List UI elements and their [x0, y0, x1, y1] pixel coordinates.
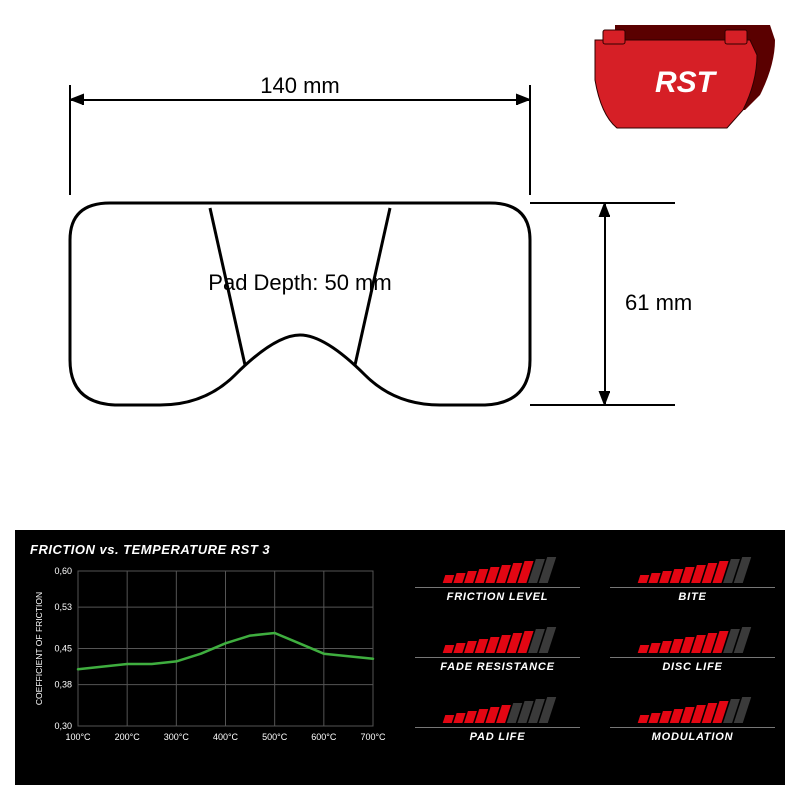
svg-text:0,60: 0,60: [54, 566, 72, 576]
gauge: FRICTION LEVEL: [415, 555, 580, 603]
gauge-label: PAD LIFE: [415, 727, 580, 743]
svg-text:0,30: 0,30: [54, 721, 72, 731]
gauge-bars: [610, 555, 775, 583]
chart-title: FRICTION vs. TEMPERATURE RST 3: [30, 542, 390, 557]
svg-text:500°C: 500°C: [262, 732, 288, 742]
technical-drawing: 140 mm 61 mm Pad Depth: 50 mm: [35, 75, 735, 505]
gauge-label: BITE: [610, 587, 775, 603]
svg-text:200°C: 200°C: [115, 732, 141, 742]
gauge-label: FADE RESISTANCE: [415, 657, 580, 673]
friction-chart: FRICTION vs. TEMPERATURE RST 3 0,30 0,38 0…: [30, 542, 390, 772]
height-dim-label: 61 mm: [625, 290, 692, 315]
pad-depth-label: Pad Depth: 50 mm: [208, 270, 391, 295]
gauge-segment: [442, 575, 454, 583]
gauge-segment: [637, 575, 649, 583]
gauge-label: FRICTION LEVEL: [415, 587, 580, 603]
gauge-segment: [637, 715, 649, 723]
svg-text:600°C: 600°C: [311, 732, 337, 742]
width-dim-label: 140 mm: [260, 75, 339, 98]
gauge-label: DISC LIFE: [610, 657, 775, 673]
gauge: FADE RESISTANCE: [415, 625, 580, 673]
gauge-segment: [442, 645, 454, 653]
gauge: DISC LIFE: [610, 625, 775, 673]
gauge-grid: FRICTION LEVEL BITE FADE RESISTANCE DISC LI…: [415, 555, 775, 743]
gauge: PAD LIFE: [415, 695, 580, 743]
svg-text:0,38: 0,38: [54, 680, 72, 690]
gauge-bars: [415, 555, 580, 583]
svg-text:0,45: 0,45: [54, 644, 72, 654]
svg-text:0,53: 0,53: [54, 602, 72, 612]
svg-text:700°C: 700°C: [360, 732, 386, 742]
performance-panel: FRICTION vs. TEMPERATURE RST 3 0,30 0,38 0…: [15, 530, 785, 785]
svg-text:300°C: 300°C: [164, 732, 190, 742]
svg-text:COEFFICIENT OF FRICTION: COEFFICIENT OF FRICTION: [34, 592, 44, 705]
svg-text:100°C: 100°C: [65, 732, 91, 742]
gauge-segment: [442, 715, 454, 723]
svg-text:400°C: 400°C: [213, 732, 239, 742]
gauge: MODULATION: [610, 695, 775, 743]
gauge-bars: [415, 625, 580, 653]
gauge-bars: [610, 695, 775, 723]
gauge-label: MODULATION: [610, 727, 775, 743]
gauge-bars: [610, 625, 775, 653]
gauge-bars: [415, 695, 580, 723]
gauge: BITE: [610, 555, 775, 603]
gauge-segment: [637, 645, 649, 653]
